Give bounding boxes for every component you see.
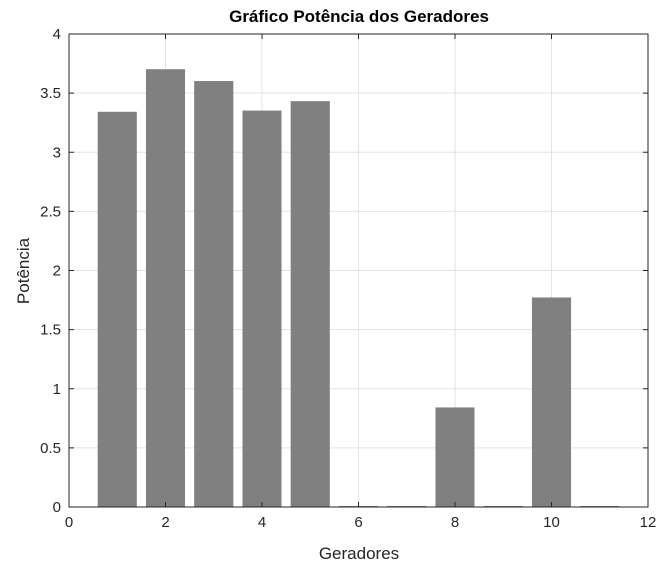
y-tick-label: 1.5 xyxy=(40,322,61,339)
x-tick-label: 6 xyxy=(354,514,362,531)
x-tick-label: 4 xyxy=(258,514,266,531)
bars xyxy=(97,69,620,508)
bar-gerador-1 xyxy=(97,111,137,508)
x-tick-label: 10 xyxy=(543,514,560,531)
x-tick-label: 8 xyxy=(451,514,459,531)
y-tick-label: 0.5 xyxy=(40,440,61,457)
bar-gerador-2 xyxy=(145,69,186,508)
bar-gerador-4 xyxy=(242,110,282,508)
x-axis-label: Geradores xyxy=(319,544,399,563)
x-tick-label: 0 xyxy=(65,514,73,531)
bar-gerador-8 xyxy=(435,407,475,508)
bar-gerador-3 xyxy=(194,81,234,508)
bar-gerador-5 xyxy=(290,101,330,508)
y-tick-label: 3.5 xyxy=(40,85,61,102)
y-tick-label: 3 xyxy=(53,144,61,161)
y-tick-label: 4 xyxy=(53,26,61,43)
y-tick-label: 1 xyxy=(53,381,61,398)
x-axis-ticks: 0 2 4 6 8 10 12 xyxy=(65,34,657,531)
y-tick-label: 2 xyxy=(53,263,61,280)
chart-title: Gráfico Potência dos Geradores xyxy=(229,7,489,26)
x-tick-label: 12 xyxy=(640,514,657,531)
y-axis-label: Potência xyxy=(14,237,33,304)
bar-gerador-10 xyxy=(531,297,572,508)
y-tick-label: 0 xyxy=(53,499,61,516)
y-tick-label: 2.5 xyxy=(40,203,61,220)
y-axis-ticks: 0 0.5 1 1.5 2 2.5 3 3.5 4 xyxy=(40,26,648,516)
x-tick-label: 2 xyxy=(161,514,169,531)
